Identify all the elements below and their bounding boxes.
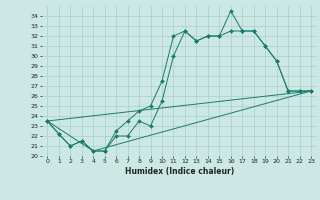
X-axis label: Humidex (Indice chaleur): Humidex (Indice chaleur) [124,167,234,176]
